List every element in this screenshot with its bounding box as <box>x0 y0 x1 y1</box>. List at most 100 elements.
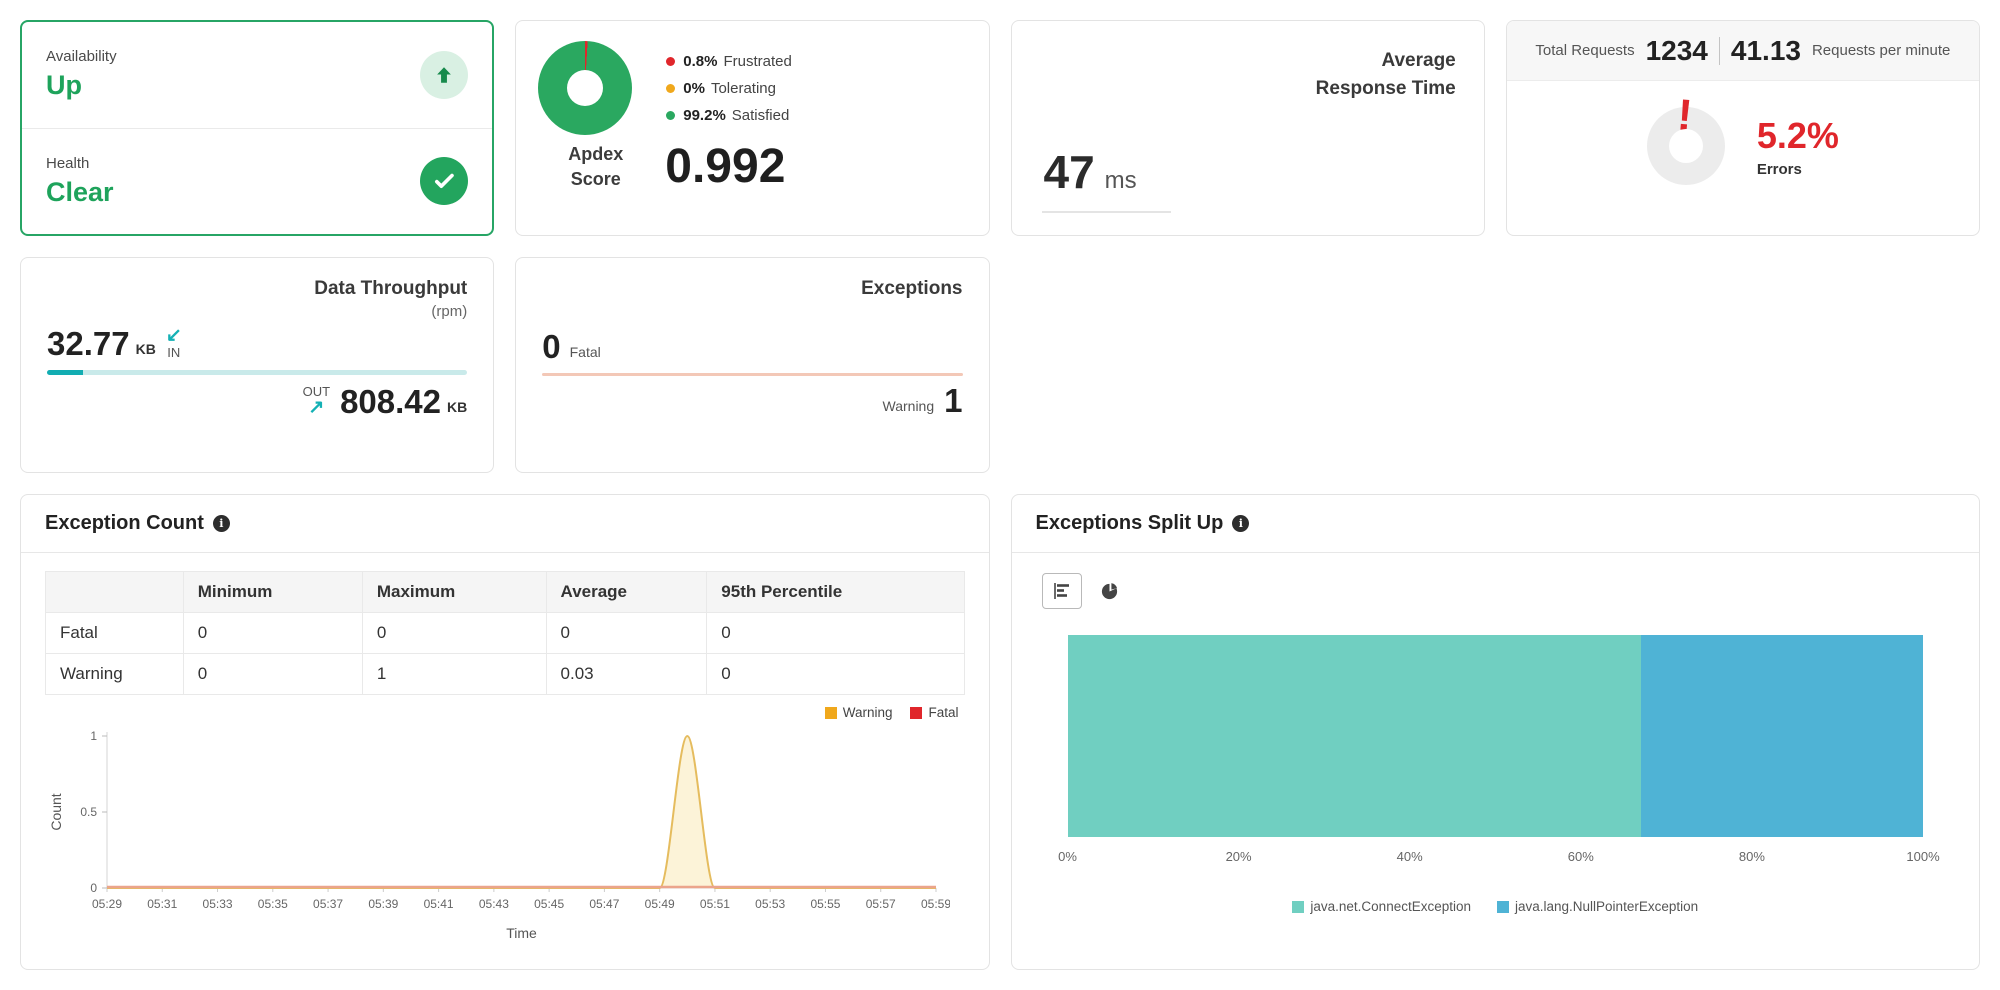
svg-text:05:43: 05:43 <box>479 897 509 911</box>
svg-text:05:35: 05:35 <box>258 897 288 911</box>
svg-text:05:51: 05:51 <box>700 897 730 911</box>
apdex-donut-chart[interactable] <box>538 41 633 135</box>
in-label: IN <box>167 344 181 360</box>
cell: 1 <box>361 653 547 695</box>
warning-value: 1 <box>944 382 963 419</box>
out-unit: KB <box>447 399 468 416</box>
split-chart-area: 0% 20% 40% 60% 80% 100% <box>1058 635 1940 869</box>
rpm-value: 41.13 <box>1730 34 1801 66</box>
total-requests-value: 1234 <box>1645 34 1708 66</box>
cell: 0 <box>361 612 547 654</box>
errors-label: Errors <box>1756 160 1802 178</box>
chart-type-toggles <box>1041 573 1950 609</box>
cell: 0 <box>706 653 965 695</box>
split-bar-segment[interactable] <box>1640 635 1923 837</box>
tolerating-label: Tolerating <box>710 79 776 97</box>
in-arrow-icon: ↙ <box>165 325 182 346</box>
health-value: Clear <box>46 176 114 207</box>
exception-count-line-chart[interactable]: 0 0.5 1 05:29 05:31 05:33 05:35 05:37 05:39 05:41… <box>45 720 951 944</box>
exception-count-title: Exception Count <box>45 512 204 534</box>
svg-text:1: 1 <box>90 729 97 743</box>
exceptions-card: Exceptions 0 Fatal Warning 1 <box>515 257 990 473</box>
table-row-fatal: Fatal 0 0 0 0 <box>45 612 965 654</box>
pie-view-toggle[interactable] <box>1090 573 1130 609</box>
legend-item: java.net.ConnectException <box>1292 899 1471 914</box>
svg-text:05:49: 05:49 <box>645 897 675 911</box>
split-axis-tick: 20% <box>1225 849 1252 864</box>
tolerating-pct: 0% <box>683 79 705 97</box>
col-maximum: Maximum <box>361 571 547 613</box>
bar-view-toggle[interactable] <box>1041 573 1082 609</box>
response-time-title: Average Response Time <box>1315 50 1456 99</box>
split-bar-segment[interactable] <box>1067 635 1641 837</box>
fatal-value: 0 <box>542 328 561 365</box>
pie-chart-icon <box>1101 581 1118 599</box>
out-value: 808.42 <box>340 383 442 421</box>
svg-text:05:59: 05:59 <box>921 897 950 911</box>
satisfied-pct: 99.2% <box>683 106 726 124</box>
exception-count-card: Exception Count i Minimum Maximum Averag… <box>20 494 990 970</box>
cell: 0 <box>545 612 708 654</box>
in-value: 32.77 <box>47 324 130 362</box>
svg-text:05:31: 05:31 <box>147 897 177 911</box>
response-time-unit: ms <box>1104 167 1137 194</box>
data-throughput-card: Data Throughput (rpm) 32.77 KB ↙ IN OUT … <box>20 257 495 473</box>
svg-text:05:39: 05:39 <box>368 897 398 911</box>
svg-text:Count: Count <box>48 793 64 830</box>
rpm-label: Requests per minute <box>1811 42 1951 59</box>
svg-text:05:37: 05:37 <box>313 897 343 911</box>
apdex-score-row: Apdex Score 0.992 <box>516 139 988 194</box>
vertical-divider <box>1718 36 1720 65</box>
svg-text:05:33: 05:33 <box>203 897 233 911</box>
health-check-icon <box>420 157 469 206</box>
svg-text:0.5: 0.5 <box>80 805 97 819</box>
out-arrow-icon: ↗ <box>308 397 325 419</box>
warning-legend-square-icon <box>824 706 837 719</box>
info-icon[interactable]: i <box>1232 515 1250 532</box>
exception-count-header: Exception Count i <box>21 495 989 553</box>
availability-value: Up <box>46 70 82 101</box>
availability-health-card: Availability Up Health Clear <box>20 20 495 236</box>
legend-item-warning: Warning <box>824 705 892 720</box>
tolerating-dot-icon <box>666 83 676 93</box>
split-axis-tick: 0% <box>1058 849 1077 864</box>
throughput-out-row: OUT ↗ 808.42 KB <box>47 383 468 421</box>
out-label: OUT <box>302 383 331 399</box>
fatal-row: 0 Fatal <box>542 330 962 363</box>
legend-row-satisfied: 99.2% Satisfied <box>666 107 792 124</box>
throughput-title: Data Throughput (rpm) <box>314 278 468 320</box>
svg-text:05:47: 05:47 <box>589 897 619 911</box>
svg-text:05:57: 05:57 <box>866 897 896 911</box>
response-time-number: 47 <box>1043 146 1095 198</box>
health-label: Health <box>46 154 90 172</box>
warning-row: Warning 1 <box>542 382 963 419</box>
cell: 0.03 <box>545 653 708 695</box>
availability-up-icon <box>420 50 469 99</box>
apdex-legend: 0.8% Frustrated 0% Tolerating 99.2% Sati… <box>666 48 792 129</box>
info-icon[interactable]: i <box>212 515 230 532</box>
frustrated-label: Frustrated <box>723 52 792 70</box>
svg-text:05:41: 05:41 <box>424 897 454 911</box>
in-unit: KB <box>135 340 156 357</box>
frustrated-pct: 0.8% <box>683 52 718 70</box>
table-row-warning: Warning 0 1 0.03 0 <box>45 653 965 695</box>
legend-item-fatal: Fatal <box>910 705 959 720</box>
split-x-axis: 0% 20% 40% 60% 80% 100% <box>1058 849 1940 869</box>
exceptions-split-body: 0% 20% 40% 60% 80% 100% java.net.ConnectExcep… <box>1012 553 1980 914</box>
fatal-legend-square-icon <box>910 706 923 719</box>
error-percentage: 5.2% <box>1756 114 1839 156</box>
errors-text: 5.2% Errors <box>1757 115 1839 178</box>
svg-text:Time: Time <box>506 925 537 941</box>
apdex-score-label: Apdex Score <box>568 144 624 189</box>
satisfied-dot-icon <box>666 110 676 120</box>
col-minimum: Minimum <box>182 571 363 613</box>
legend-row-frustrated: 0.8% Frustrated <box>666 53 792 70</box>
fatal-legend-label: Fatal <box>928 705 959 720</box>
exceptions-split-stacked-bar[interactable] <box>1067 635 1924 837</box>
requests-header: Total Requests 1234 41.13 Requests per m… <box>1506 21 1979 81</box>
errors-donut-chart[interactable]: ! <box>1646 90 1725 185</box>
donut-hole <box>567 70 604 106</box>
bar-chart-icon <box>1053 583 1069 599</box>
split-axis-tick: 40% <box>1396 849 1423 864</box>
fatal-label: Fatal <box>569 344 601 360</box>
